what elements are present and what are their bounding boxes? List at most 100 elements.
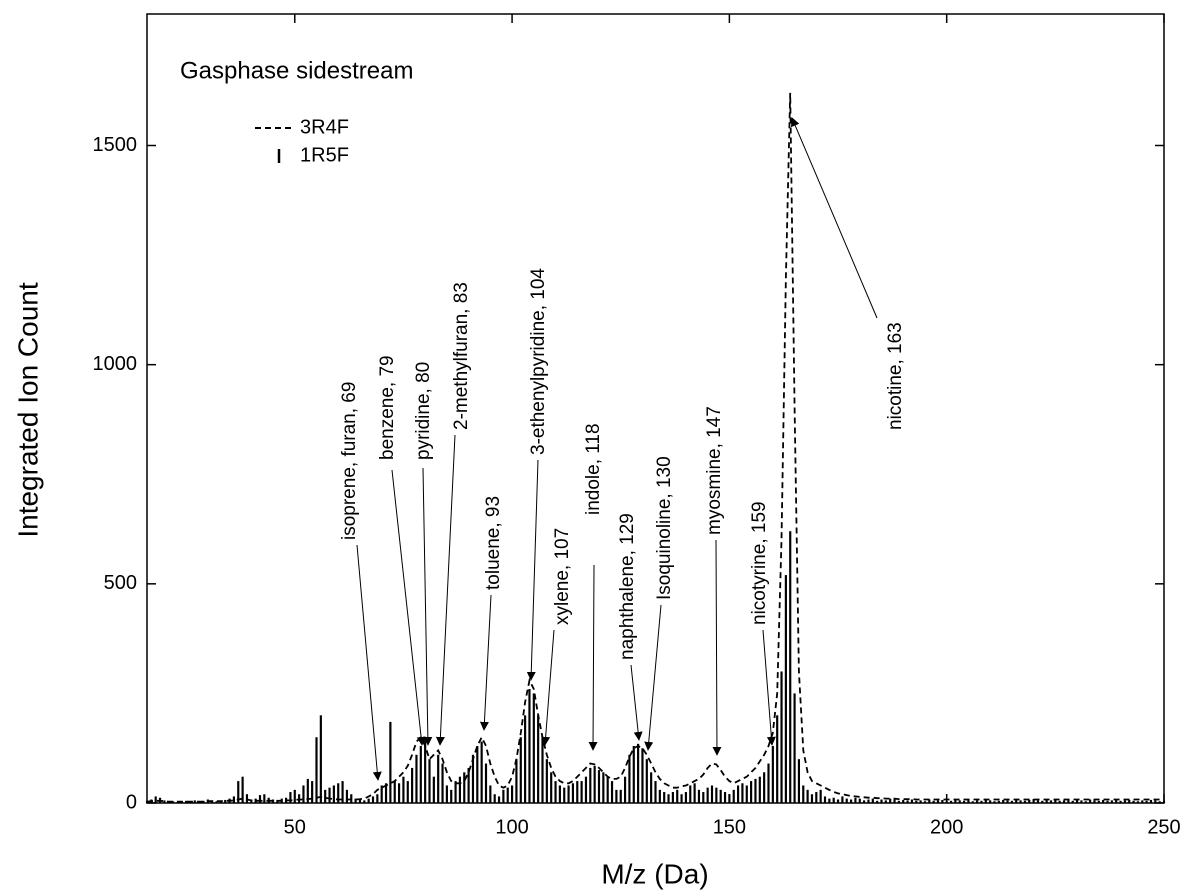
y-tick-label: 0 (126, 791, 137, 813)
bar (615, 789, 618, 803)
bar (754, 778, 757, 803)
bar (880, 799, 883, 803)
bar (476, 746, 479, 803)
bar (1036, 800, 1040, 803)
chart-title: Gasphase sidestream (180, 57, 413, 84)
bar (1019, 800, 1022, 803)
annotation-arrow (526, 459, 539, 681)
bar (767, 763, 770, 803)
annotation-arrow (391, 469, 426, 746)
bar (489, 785, 492, 803)
bar (289, 792, 292, 803)
bar (402, 776, 405, 803)
bar (493, 794, 496, 803)
bar (515, 759, 518, 803)
bar (810, 794, 814, 803)
bar (945, 801, 948, 803)
bar (967, 799, 970, 803)
bar (1075, 799, 1079, 803)
bar (589, 767, 592, 803)
bar (158, 797, 162, 803)
bar (1145, 800, 1148, 803)
bar (150, 799, 153, 803)
bar (315, 737, 318, 803)
bar (332, 785, 335, 803)
bar (467, 767, 470, 803)
bar (715, 787, 718, 803)
bar (732, 789, 735, 803)
bar (258, 795, 262, 803)
bar (928, 799, 931, 803)
annotation-arrow (644, 604, 662, 751)
bar (789, 531, 792, 803)
bar (819, 789, 822, 803)
bar (606, 776, 609, 803)
bar (902, 799, 905, 803)
bar (706, 787, 709, 803)
bar (1023, 800, 1027, 803)
bar (537, 715, 540, 803)
bar (384, 783, 388, 803)
bar (628, 754, 631, 803)
bar (202, 800, 205, 803)
bar (1084, 801, 1087, 803)
annotation: indole, 118 (583, 423, 604, 515)
x-tick-label: 150 (713, 816, 746, 838)
bar (910, 799, 914, 803)
bar (193, 800, 196, 803)
bar (497, 796, 501, 803)
bar (858, 798, 861, 803)
bar (341, 781, 344, 803)
bar (863, 800, 866, 803)
annotation: pyridine, 80 (413, 362, 434, 460)
bar (680, 794, 683, 803)
bar (463, 772, 466, 803)
bar (350, 794, 353, 803)
bar (1093, 800, 1096, 803)
annotation: myosmine, 147 (704, 406, 725, 535)
bar (302, 785, 305, 803)
x-tick-label: 100 (495, 816, 528, 838)
legend-label: 3R4F (300, 116, 349, 138)
bar (424, 737, 427, 803)
bar (689, 785, 692, 803)
bar (558, 785, 561, 803)
annotation: 2-methylfuran, 83 (451, 282, 472, 430)
bar (171, 801, 175, 803)
bar (510, 785, 514, 803)
bar (650, 772, 653, 803)
bar (602, 772, 605, 803)
annotation-arrow (479, 594, 492, 731)
annotation: Isoquinoline, 130 (654, 456, 675, 600)
bar (632, 746, 635, 803)
bar (1071, 800, 1074, 803)
bar (506, 787, 509, 803)
bar (380, 785, 383, 803)
bar (849, 799, 853, 803)
bar (832, 797, 835, 803)
bar (167, 801, 170, 803)
bar (454, 781, 457, 803)
annotation: 3-ethenylpyridine, 104 (528, 268, 549, 455)
bar (293, 789, 296, 803)
bar (593, 765, 596, 803)
bar (949, 800, 953, 803)
bar (671, 792, 674, 803)
bar (1119, 800, 1122, 803)
bar (458, 776, 462, 803)
bar (524, 715, 527, 803)
bar (367, 798, 370, 803)
annotation-arrow (791, 117, 878, 319)
bar (211, 800, 214, 803)
bar (619, 789, 622, 803)
bar (823, 796, 827, 803)
bar (1132, 800, 1135, 803)
bar (623, 776, 627, 803)
bar (980, 800, 983, 803)
bar (337, 783, 340, 803)
bar (867, 799, 870, 803)
bar (876, 800, 879, 803)
bar (363, 800, 366, 803)
bar (228, 798, 231, 803)
bar (893, 799, 896, 803)
